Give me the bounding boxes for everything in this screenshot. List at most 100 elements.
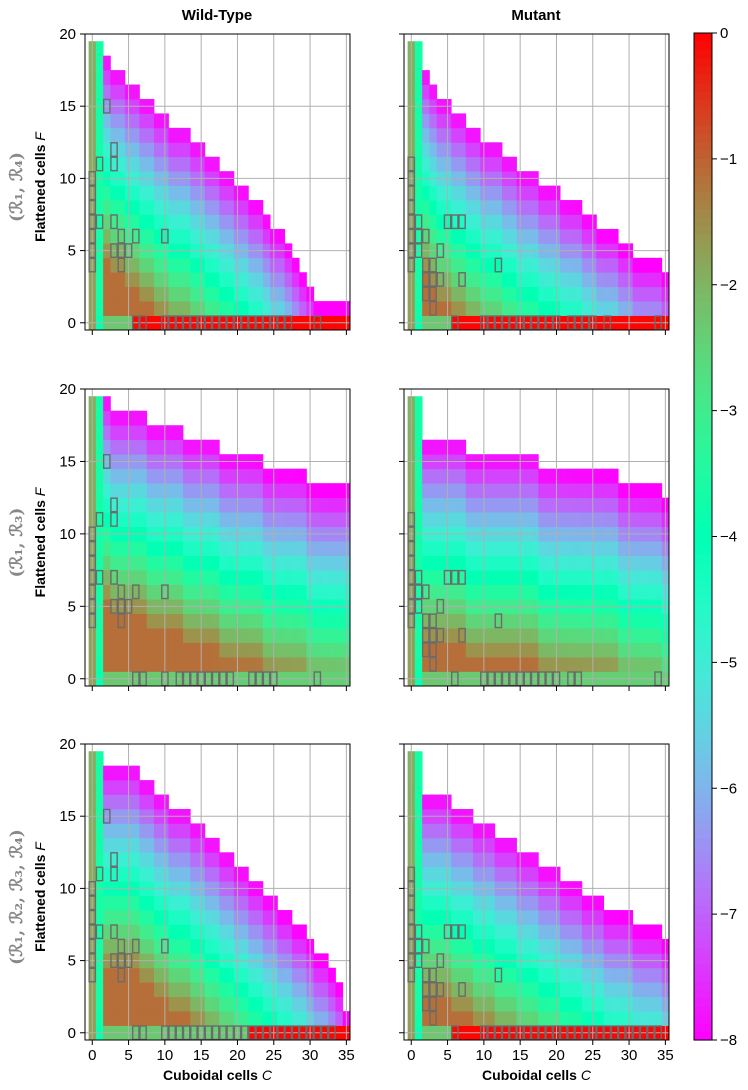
heat-cell	[502, 967, 510, 983]
heat-cell	[139, 113, 148, 129]
heat-cell	[472, 286, 481, 302]
heat-cell	[414, 410, 423, 426]
heat-cell	[110, 780, 119, 795]
heat-cell	[103, 156, 111, 172]
heat-cell	[487, 156, 496, 172]
heat-cell	[451, 497, 459, 513]
heat-cell	[538, 866, 546, 882]
heat-cell	[451, 866, 459, 882]
heat-cell	[465, 895, 474, 911]
heat-cell	[436, 286, 445, 302]
x-tick-label: 15	[512, 1047, 529, 1064]
heat-cell	[451, 301, 459, 316]
heat-cell	[335, 483, 344, 499]
heat-cell	[538, 272, 546, 288]
heat-cell	[313, 642, 322, 658]
heat-cell	[531, 938, 539, 954]
heat-cell	[545, 613, 554, 629]
highlight-box	[95, 924, 104, 940]
heat-cell	[175, 142, 184, 158]
heat-cell	[204, 628, 213, 643]
heat-cell	[219, 657, 227, 672]
heat-cell	[117, 439, 126, 455]
heat-cell	[451, 1011, 459, 1026]
heat-cell	[103, 996, 111, 1012]
heat-cell	[567, 214, 576, 230]
heat-cell	[132, 541, 140, 557]
heat-cell	[168, 127, 177, 143]
heat-cell	[531, 468, 539, 484]
heat-cell	[596, 642, 605, 658]
heat-cell	[560, 938, 568, 954]
heat-cell	[132, 765, 140, 781]
colorbar-segment	[694, 595, 712, 605]
colorbar-segment	[694, 612, 712, 622]
heat-cell	[248, 468, 257, 484]
heat-cell	[175, 938, 184, 954]
heat-cell	[204, 613, 213, 629]
heat-cell	[190, 272, 198, 288]
heat-cell	[117, 301, 126, 316]
heat-cell	[212, 1011, 220, 1026]
highlight-box	[95, 156, 104, 172]
heat-cell	[639, 1011, 648, 1026]
heat-cell	[429, 823, 438, 839]
heat-cell	[531, 910, 539, 925]
highlight-box	[88, 938, 97, 954]
heat-cell	[262, 924, 271, 940]
heat-cell	[560, 895, 568, 911]
heat-cell	[618, 301, 626, 316]
x-tick-label: 30	[621, 1047, 638, 1064]
x-tick-label: 35	[657, 1047, 674, 1064]
heat-cell	[168, 895, 177, 911]
heat-cell	[190, 228, 198, 244]
heat-cell	[212, 996, 220, 1012]
x-tick-label: 25	[584, 1047, 601, 1064]
heat-cell	[241, 541, 249, 557]
heat-cell	[226, 642, 235, 658]
heat-cell	[175, 642, 184, 658]
heat-cell	[647, 555, 655, 571]
colorbar-segment	[694, 947, 712, 957]
heat-cell	[451, 584, 459, 600]
heat-cell	[465, 301, 474, 316]
heat-cell	[422, 142, 430, 158]
heat-cell	[494, 924, 503, 940]
heat-cell	[487, 852, 496, 868]
heat-cell	[284, 967, 293, 983]
heat-cell	[610, 286, 619, 302]
highlight-box	[450, 569, 459, 585]
highlight-box	[102, 98, 111, 114]
colorbar-segment	[694, 486, 712, 496]
heat-cell	[212, 439, 220, 455]
heat-cell	[262, 642, 271, 658]
highlight-box	[117, 967, 126, 983]
heat-cell	[132, 982, 140, 998]
heat-cell	[596, 272, 605, 288]
heat-cell	[509, 628, 517, 643]
heat-cell	[581, 996, 590, 1012]
heat-cell	[146, 228, 155, 244]
heat-cell	[581, 938, 590, 954]
heat-cell	[248, 657, 257, 672]
heat-cell	[183, 823, 191, 839]
heat-cell	[618, 286, 626, 302]
colorbar-segment	[694, 209, 712, 219]
heat-cell	[153, 938, 162, 954]
heat-cell	[277, 570, 286, 585]
heat-cell	[603, 910, 612, 925]
heat-cell	[581, 483, 590, 499]
highlight-box	[117, 938, 126, 954]
highlight-box	[88, 185, 97, 201]
heat-cell	[509, 570, 517, 585]
heat-cell	[255, 272, 264, 288]
highlight-box	[407, 214, 416, 230]
heat-cell	[436, 895, 445, 911]
heat-cell	[262, 628, 271, 643]
heat-cell	[95, 555, 104, 571]
heat-cell	[603, 272, 612, 288]
heat-cell	[531, 555, 539, 571]
heat-cell	[610, 228, 619, 244]
heat-cell	[545, 938, 554, 954]
colorbar-segment	[694, 284, 712, 294]
